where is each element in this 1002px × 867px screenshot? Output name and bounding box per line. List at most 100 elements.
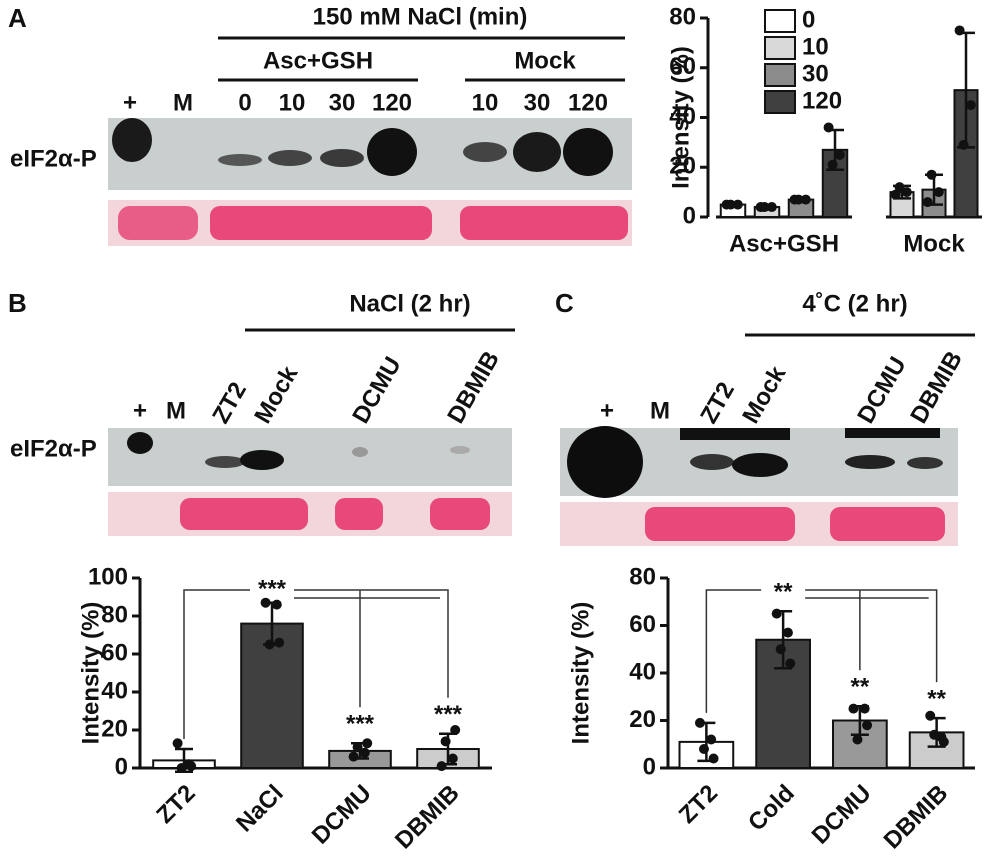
lane-label: 10	[472, 89, 499, 116]
data-point	[271, 599, 282, 610]
data-point	[172, 738, 183, 749]
data-point	[938, 736, 949, 747]
lane-label: M	[650, 397, 670, 424]
data-point	[766, 202, 777, 213]
significance-label: ***	[258, 575, 287, 602]
blot-image	[560, 426, 958, 546]
data-point	[186, 761, 197, 772]
y-tick-label: 100	[88, 563, 128, 590]
data-point	[352, 742, 363, 753]
y-tick-label: 0	[115, 753, 128, 780]
data-point	[264, 639, 275, 650]
data-point	[359, 747, 370, 758]
treatment: 4˚C (2 hr)	[802, 290, 907, 317]
data-point	[890, 189, 901, 200]
data-point	[782, 627, 793, 638]
data-point	[260, 597, 271, 608]
y-tick-label: 0	[643, 753, 656, 780]
x-tick-label: NaCl	[231, 780, 289, 838]
y-tick-label: 80	[101, 601, 128, 628]
group-label: Mock	[514, 47, 576, 74]
data-point	[440, 736, 451, 747]
lane-label: DCMU	[347, 352, 406, 428]
group-label: Asc+GSH	[263, 47, 373, 74]
data-point	[447, 753, 458, 764]
data-point	[965, 100, 976, 111]
y-axis-title: Intensity (%)	[667, 46, 694, 189]
data-point	[929, 729, 940, 740]
data-point	[958, 139, 969, 150]
lane-label: 10	[279, 89, 306, 116]
data-point	[450, 725, 461, 735]
data-point	[827, 159, 838, 170]
lane-label: +	[600, 397, 614, 424]
blot-label: eIF2α-P	[10, 435, 97, 462]
lane-label: M	[166, 397, 186, 424]
data-point	[859, 703, 870, 714]
data-point	[775, 644, 786, 655]
lane-label: 30	[329, 89, 356, 116]
legend-label: 10	[802, 33, 829, 60]
y-tick-label: 20	[101, 715, 128, 742]
blot-label: eIF2α-P	[10, 145, 97, 172]
data-point	[954, 25, 965, 36]
significance-label: ***	[434, 701, 463, 728]
y-tick-label: 80	[629, 563, 656, 590]
x-tick-label: Mock	[903, 230, 965, 257]
x-tick-label: DCMU	[807, 780, 877, 850]
blot-image	[108, 428, 512, 536]
lane-label: ZT2	[695, 378, 740, 428]
lane-label: M	[173, 89, 193, 116]
y-tick-label: 60	[101, 639, 128, 666]
legend-swatch	[764, 36, 796, 60]
lane-label: DCMU	[852, 352, 911, 428]
significance-label: **	[851, 674, 870, 701]
bracket	[705, 589, 938, 713]
data-point	[732, 199, 743, 210]
lane-label: 120	[568, 89, 608, 116]
data-point	[274, 637, 285, 648]
y-axis-title: Intensity (%)	[567, 602, 594, 745]
y-tick-label: 80	[669, 3, 696, 30]
panel-label: C	[555, 288, 574, 318]
data-point	[708, 753, 719, 764]
lane-label: DBMIB	[905, 347, 968, 429]
data-point	[933, 187, 944, 198]
lane-label: Mock	[737, 361, 791, 428]
lane-label: +	[123, 89, 137, 116]
y-tick-label: 40	[101, 677, 128, 704]
x-tick-label: ZT2	[151, 780, 200, 829]
lane-label: +	[133, 397, 147, 424]
data-point	[759, 202, 770, 213]
x-tick-label: Cold	[743, 780, 800, 837]
panel-label: A	[8, 3, 27, 33]
lane-label: 0	[238, 89, 251, 116]
data-point	[852, 734, 863, 745]
data-point	[926, 169, 937, 180]
legend-swatch	[764, 63, 796, 87]
data-point	[362, 738, 373, 749]
y-tick-label: 20	[629, 706, 656, 733]
data-point	[894, 182, 905, 193]
data-point	[925, 710, 936, 721]
data-point	[800, 194, 811, 205]
data-point	[348, 751, 359, 762]
data-point	[436, 761, 447, 772]
lane-label: Mock	[249, 361, 303, 428]
data-point	[862, 720, 873, 731]
y-axis-title: Intensity (%)	[77, 602, 104, 745]
significance-label: ***	[346, 711, 375, 738]
data-point	[176, 763, 187, 773]
data-point	[725, 199, 736, 210]
y-tick-label: 0	[683, 202, 696, 229]
treatment: 150 mM NaCl (min)	[313, 3, 528, 30]
x-tick-label: Asc+GSH	[729, 230, 839, 257]
x-tick-label: DCMU	[307, 780, 377, 850]
treatment: NaCl (2 hr)	[349, 290, 470, 317]
blot-image	[108, 118, 632, 246]
data-point	[901, 187, 912, 198]
bracket	[183, 589, 449, 739]
data-point	[793, 194, 804, 205]
significance-label: **	[774, 579, 793, 606]
x-tick-label: ZT2	[674, 780, 723, 829]
